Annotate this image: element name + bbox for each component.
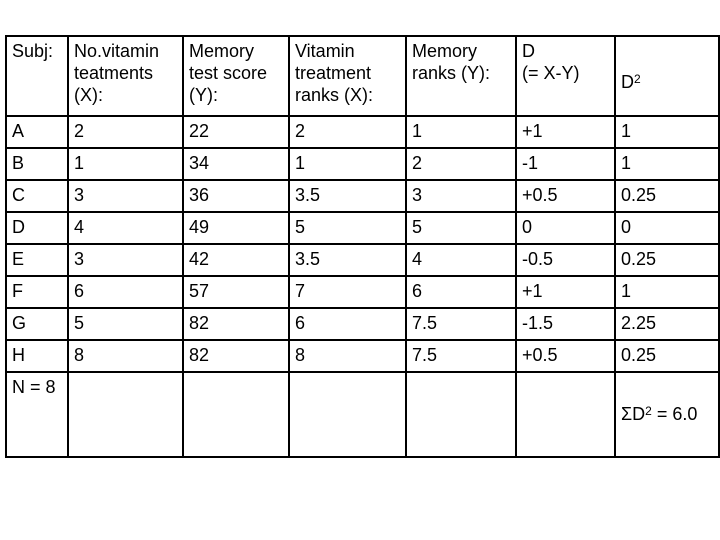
- empty-cell: [288, 371, 407, 458]
- table-row: A 2 22 2 1 +1 1: [5, 115, 720, 149]
- data-cell: 5: [288, 211, 407, 245]
- sum-d-value: = 6.0: [651, 404, 698, 424]
- data-cell: -1.5: [515, 307, 616, 341]
- subject-cell: E: [5, 243, 69, 277]
- data-cell: 5: [405, 211, 517, 245]
- data-cell: 2: [67, 115, 184, 149]
- data-cell: 57: [182, 275, 290, 309]
- data-cell: +1: [515, 115, 616, 149]
- data-cell: 0.25: [614, 179, 720, 213]
- data-cell: 1: [405, 115, 517, 149]
- table-row: B 1 34 1 2 -1 1: [5, 147, 720, 181]
- data-cell: 49: [182, 211, 290, 245]
- data-cell: 4: [405, 243, 517, 277]
- subject-cell: A: [5, 115, 69, 149]
- sum-d-squared-label: ΣD2 = 6.0: [614, 371, 720, 458]
- subject-cell: F: [5, 275, 69, 309]
- data-cell: 82: [182, 339, 290, 373]
- data-cell: 3: [405, 179, 517, 213]
- data-cell: 3: [67, 243, 184, 277]
- data-cell: 6: [288, 307, 407, 341]
- header-subject: Subj:: [5, 35, 69, 117]
- n-total-label: N = 8: [5, 371, 69, 458]
- sum-d-exponent: 2: [645, 404, 652, 418]
- rank-correlation-table: Subj: No.vitamin teatments (X): Memory t…: [5, 35, 720, 458]
- data-cell: +0.5: [515, 339, 616, 373]
- data-cell: 3: [67, 179, 184, 213]
- data-cell: 0.25: [614, 339, 720, 373]
- table-row: E 3 42 3.5 4 -0.5 0.25: [5, 243, 720, 277]
- data-cell: 8: [288, 339, 407, 373]
- header-memory-ranks-y: Memory ranks (Y):: [405, 35, 517, 117]
- data-cell: -0.5: [515, 243, 616, 277]
- table-row: D 4 49 5 5 0 0: [5, 211, 720, 245]
- empty-cell: [67, 371, 184, 458]
- empty-cell: [182, 371, 290, 458]
- data-cell: 6: [405, 275, 517, 309]
- data-cell: 2: [288, 115, 407, 149]
- footer-row: N = 8 ΣD2 = 6.0: [5, 371, 720, 458]
- subject-cell: H: [5, 339, 69, 373]
- header-d-squared: D2: [614, 35, 720, 117]
- empty-cell: [405, 371, 517, 458]
- subject-cell: B: [5, 147, 69, 181]
- data-cell: 1: [614, 147, 720, 181]
- data-cell: 7.5: [405, 339, 517, 373]
- data-cell: -1: [515, 147, 616, 181]
- data-cell: 7: [288, 275, 407, 309]
- data-cell: 36: [182, 179, 290, 213]
- data-cell: 82: [182, 307, 290, 341]
- data-cell: 6: [67, 275, 184, 309]
- empty-cell: [515, 371, 616, 458]
- data-cell: 8: [67, 339, 184, 373]
- header-vitamin-treatments-x: No.vitamin teatments (X):: [67, 35, 184, 117]
- header-memory-test-score-y: Memory test score (Y):: [182, 35, 290, 117]
- data-cell: 1: [67, 147, 184, 181]
- header-row: Subj: No.vitamin teatments (X): Memory t…: [5, 35, 720, 117]
- data-cell: 2.25: [614, 307, 720, 341]
- data-cell: 0: [515, 211, 616, 245]
- data-cell: 7.5: [405, 307, 517, 341]
- data-cell: 42: [182, 243, 290, 277]
- subject-cell: C: [5, 179, 69, 213]
- table-row: H 8 82 8 7.5 +0.5 0.25: [5, 339, 720, 373]
- table-row: C 3 36 3.5 3 +0.5 0.25: [5, 179, 720, 213]
- data-cell: 1: [614, 275, 720, 309]
- data-cell: 5: [67, 307, 184, 341]
- d-squared-exponent: 2: [634, 72, 641, 86]
- data-cell: +0.5: [515, 179, 616, 213]
- data-cell: 1: [614, 115, 720, 149]
- table-body: A 2 22 2 1 +1 1 B 1 34 1 2 -1 1 C 3 36 3…: [5, 115, 720, 373]
- table-row: F 6 57 7 6 +1 1: [5, 275, 720, 309]
- data-cell: 34: [182, 147, 290, 181]
- data-cell: 0.25: [614, 243, 720, 277]
- data-cell: 3.5: [288, 243, 407, 277]
- data-cell: +1: [515, 275, 616, 309]
- subject-cell: D: [5, 211, 69, 245]
- data-cell: 2: [405, 147, 517, 181]
- header-d-difference: D (= X-Y): [515, 35, 616, 117]
- data-cell: 3.5: [288, 179, 407, 213]
- data-cell: 1: [288, 147, 407, 181]
- subject-cell: G: [5, 307, 69, 341]
- data-cell: 22: [182, 115, 290, 149]
- sum-d-prefix: ΣD: [621, 404, 646, 424]
- d-squared-base: D: [621, 72, 634, 92]
- header-vitamin-treatment-ranks-x: Vitamin treatment ranks (X):: [288, 35, 407, 117]
- data-cell: 0: [614, 211, 720, 245]
- data-cell: 4: [67, 211, 184, 245]
- table-row: G 5 82 6 7.5 -1.5 2.25: [5, 307, 720, 341]
